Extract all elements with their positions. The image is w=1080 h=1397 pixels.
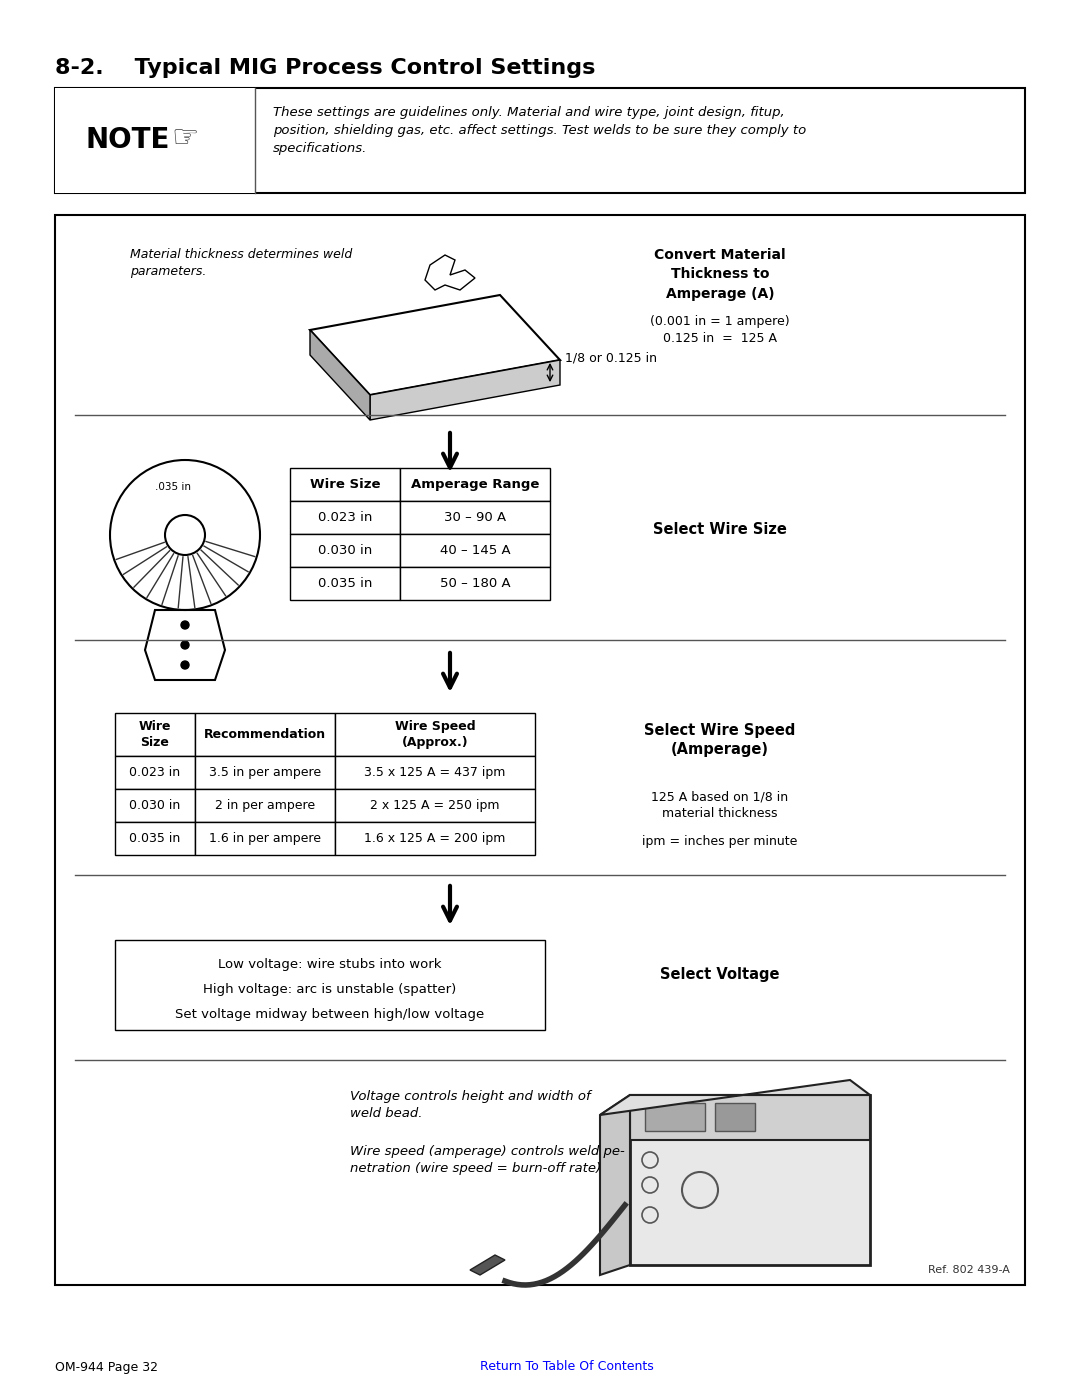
Text: (0.001 in = 1 ampere): (0.001 in = 1 ampere) xyxy=(650,314,789,328)
Bar xyxy=(630,1095,870,1140)
Text: ipm = inches per minute: ipm = inches per minute xyxy=(643,835,798,848)
Text: 1.6 x 125 A = 200 ipm: 1.6 x 125 A = 200 ipm xyxy=(364,833,505,845)
Bar xyxy=(55,88,1025,193)
Circle shape xyxy=(181,622,189,629)
Text: Low voltage: wire stubs into work: Low voltage: wire stubs into work xyxy=(218,958,442,971)
Text: 125 A based on 1/8 in
material thickness: 125 A based on 1/8 in material thickness xyxy=(651,789,788,820)
Text: Wire Speed
(Approx.): Wire Speed (Approx.) xyxy=(394,719,475,749)
Bar xyxy=(335,789,535,821)
Text: Select Wire Size: Select Wire Size xyxy=(653,522,787,538)
Bar xyxy=(335,821,535,855)
Bar xyxy=(645,1104,705,1132)
Circle shape xyxy=(181,661,189,669)
Bar xyxy=(400,468,550,502)
Text: 0.030 in: 0.030 in xyxy=(318,543,373,557)
Bar xyxy=(335,712,535,756)
Bar xyxy=(291,534,400,567)
Text: Recommendation: Recommendation xyxy=(204,728,326,740)
Text: 1/8 or 0.125 in: 1/8 or 0.125 in xyxy=(565,352,657,365)
Text: Set voltage midway between high/low voltage: Set voltage midway between high/low volt… xyxy=(175,1009,485,1021)
Text: 0.023 in: 0.023 in xyxy=(318,511,373,524)
Text: Wire Size: Wire Size xyxy=(310,478,380,490)
Bar xyxy=(630,1095,870,1266)
Bar xyxy=(114,712,195,756)
Bar xyxy=(195,821,335,855)
Circle shape xyxy=(181,641,189,650)
Text: 1.6 in per ampere: 1.6 in per ampere xyxy=(210,833,321,845)
Bar xyxy=(400,502,550,534)
Polygon shape xyxy=(426,256,475,291)
Text: Select Wire Speed
(Amperage): Select Wire Speed (Amperage) xyxy=(645,722,796,757)
Text: Ref. 802 439-A: Ref. 802 439-A xyxy=(928,1266,1010,1275)
Polygon shape xyxy=(310,330,370,420)
Text: High voltage: arc is unstable (spatter): High voltage: arc is unstable (spatter) xyxy=(203,983,457,996)
Bar xyxy=(291,567,400,599)
Bar xyxy=(195,789,335,821)
Bar xyxy=(291,502,400,534)
Text: Voltage controls height and width of
weld bead.: Voltage controls height and width of wel… xyxy=(350,1090,591,1120)
Bar xyxy=(715,1104,755,1132)
Text: Material thickness determines weld
parameters.: Material thickness determines weld param… xyxy=(130,249,352,278)
Bar xyxy=(114,789,195,821)
Text: Wire speed (amperage) controls weld pe-
netration (wire speed = burn-off rate): Wire speed (amperage) controls weld pe- … xyxy=(350,1146,624,1175)
Text: 50 – 180 A: 50 – 180 A xyxy=(440,577,511,590)
Text: NOTE: NOTE xyxy=(85,127,170,155)
Text: Wire
Size: Wire Size xyxy=(138,719,172,749)
Bar xyxy=(195,712,335,756)
Text: OM-944 Page 32: OM-944 Page 32 xyxy=(55,1361,158,1373)
Polygon shape xyxy=(600,1080,870,1115)
Text: Convert Material
Thickness to
Amperage (A): Convert Material Thickness to Amperage (… xyxy=(654,249,786,300)
Text: 3.5 in per ampere: 3.5 in per ampere xyxy=(208,766,321,780)
Text: 0.125 in  =  125 A: 0.125 in = 125 A xyxy=(663,332,777,345)
Polygon shape xyxy=(600,1095,630,1275)
Text: 8-2.    Typical MIG Process Control Settings: 8-2. Typical MIG Process Control Setting… xyxy=(55,59,595,78)
Text: Select Voltage: Select Voltage xyxy=(660,968,780,982)
Bar xyxy=(291,468,400,502)
Bar xyxy=(195,756,335,789)
Polygon shape xyxy=(370,360,561,420)
Text: Return To Table Of Contents: Return To Table Of Contents xyxy=(480,1361,653,1373)
Text: 0.035 in: 0.035 in xyxy=(318,577,373,590)
Bar xyxy=(114,756,195,789)
Text: Amperage Range: Amperage Range xyxy=(410,478,539,490)
Text: These settings are guidelines only. Material and wire type, joint design, fitup,: These settings are guidelines only. Mate… xyxy=(273,106,807,155)
Bar xyxy=(114,821,195,855)
Bar xyxy=(335,756,535,789)
Text: 30 – 90 A: 30 – 90 A xyxy=(444,511,507,524)
Text: 3.5 x 125 A = 437 ipm: 3.5 x 125 A = 437 ipm xyxy=(364,766,505,780)
Bar xyxy=(55,215,1025,1285)
Text: 40 – 145 A: 40 – 145 A xyxy=(440,543,511,557)
Bar xyxy=(400,567,550,599)
Text: 0.023 in: 0.023 in xyxy=(130,766,180,780)
Bar xyxy=(55,88,255,193)
Text: 0.030 in: 0.030 in xyxy=(130,799,180,812)
Text: .035 in: .035 in xyxy=(156,482,191,492)
Polygon shape xyxy=(470,1255,505,1275)
Text: 2 x 125 A = 250 ipm: 2 x 125 A = 250 ipm xyxy=(370,799,500,812)
Text: 0.035 in: 0.035 in xyxy=(130,833,180,845)
Bar xyxy=(400,534,550,567)
Text: 2 in per ampere: 2 in per ampere xyxy=(215,799,315,812)
Bar xyxy=(114,940,545,1030)
Text: ☞: ☞ xyxy=(172,124,199,154)
